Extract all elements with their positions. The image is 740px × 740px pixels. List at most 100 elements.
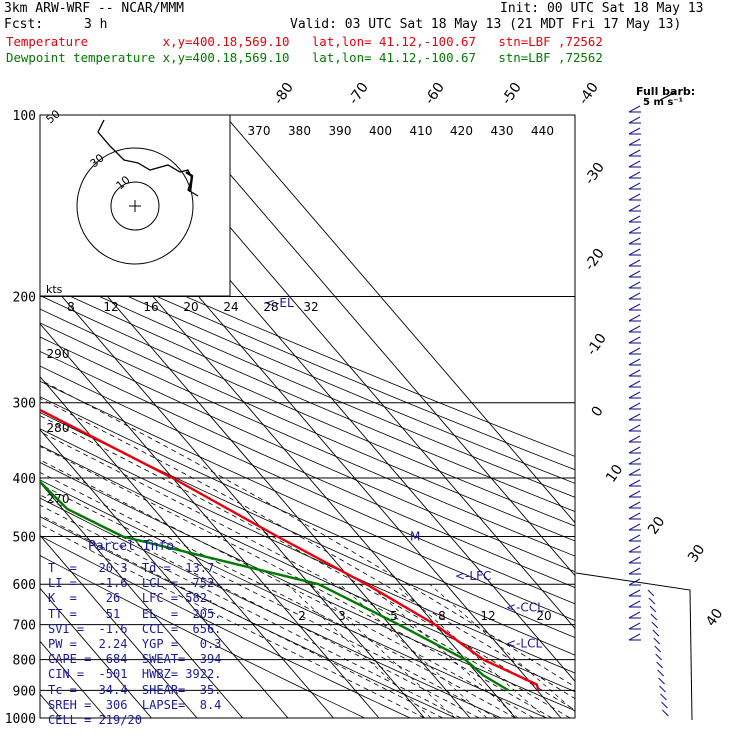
plot-frame xyxy=(39,114,576,719)
wind-barb xyxy=(628,380,641,388)
inset-x-tick-label: 8 xyxy=(67,300,75,314)
wind-barb xyxy=(660,693,667,701)
wind-barb xyxy=(628,160,641,168)
pressure-tick-label: 200 xyxy=(13,291,36,306)
wind-barb xyxy=(628,622,641,630)
wind-barb xyxy=(656,661,664,669)
pressure-tick-label: 600 xyxy=(13,578,36,593)
parcel-info-row: SVI = -1.6 CCL = 656. xyxy=(48,621,222,636)
dry-adiabat-line xyxy=(40,336,575,573)
isotherm-label: -50 xyxy=(499,80,525,108)
parcel-info-row: CELL = 219/20 xyxy=(48,713,142,727)
wind-barb xyxy=(628,116,641,124)
wind-barb xyxy=(628,292,641,300)
parcel-info-row: PW = 2.24 YGP = 0.3 xyxy=(48,637,222,651)
inset-x-tick-label: 16 xyxy=(143,300,158,314)
dry-adiabat-line xyxy=(40,479,547,719)
wind-barb xyxy=(658,677,665,685)
isotherm-label: -60 xyxy=(422,80,448,108)
wind-barb xyxy=(655,653,663,661)
mixing-ratio-label: 5 xyxy=(390,609,398,623)
hodograph-scale-label: kts xyxy=(46,283,63,296)
barb-legend-mark xyxy=(659,91,677,101)
wind-barb xyxy=(628,259,641,267)
dry-adiabat-line xyxy=(40,428,575,674)
barb-legend-unit: 5 m s⁻¹ xyxy=(643,97,683,108)
wind-barb xyxy=(628,545,641,553)
wind-barb xyxy=(628,204,641,212)
wind-barb xyxy=(628,479,641,487)
level-label: <-EL xyxy=(265,296,294,310)
inset-x-tick-label: 12 xyxy=(103,300,118,314)
theta-e-label: 400 xyxy=(369,124,392,138)
mixing-ratio-label: 8 xyxy=(438,609,446,623)
parcel-info-row: LI = -1.6 LCL = 752. xyxy=(48,576,222,591)
temperature-profile-line xyxy=(40,408,540,691)
dry-adiabat-line xyxy=(40,308,575,542)
wind-barb xyxy=(649,605,657,613)
wind-barb xyxy=(628,611,641,619)
dry-adiabat-line xyxy=(40,365,575,605)
inset-x-tick-label: 28 xyxy=(263,300,278,314)
isotherm-label: -10 xyxy=(584,331,610,359)
wind-barb xyxy=(628,369,641,377)
wind-barb xyxy=(628,358,641,366)
isotherm-line xyxy=(40,534,198,719)
dewpoint-profile-line xyxy=(40,480,510,692)
parcel-info-row: Tc = 34.4 SHEAR= 35. xyxy=(48,682,222,697)
wind-barb xyxy=(628,303,641,311)
wind-barb xyxy=(628,523,641,531)
theta-e-label: 430 xyxy=(491,124,514,138)
wind-barb xyxy=(648,597,656,605)
dry-adiabat-line xyxy=(40,281,575,512)
isotherm-label: -80 xyxy=(271,80,297,108)
mixing-ratio-line xyxy=(309,583,456,719)
dry-adiabat-line xyxy=(40,412,575,656)
wind-barb xyxy=(628,193,641,201)
mixing-ratio-line xyxy=(368,583,519,719)
wind-barb xyxy=(628,512,641,520)
wind-barb xyxy=(653,637,661,645)
wind-barb xyxy=(628,281,641,289)
wind-barb xyxy=(628,402,641,410)
pressure-tick-label: 500 xyxy=(13,530,36,545)
wind-barb xyxy=(628,424,641,432)
valid-time: Valid: 03 UTC Sat 18 May 13 (21 MDT Fri … xyxy=(290,17,682,32)
theta-e-label: 410 xyxy=(410,124,433,138)
theta-e-label: 380 xyxy=(288,124,311,138)
parcel-info-row: K = 26 LFC = 582. xyxy=(48,591,215,606)
dry-adiabat-line xyxy=(40,256,575,484)
wind-barb xyxy=(628,182,641,190)
parcel-info-row: CIN = -501 HWBZ= 3922. xyxy=(48,667,222,682)
dry-adiabat-line xyxy=(40,380,575,621)
dry-adiabat-line xyxy=(40,243,575,471)
wind-barb xyxy=(628,589,641,597)
inset-x-tick-label: 20 xyxy=(183,300,198,314)
barb-legend-label: Full barb: xyxy=(636,85,695,98)
level-label: <-LCL xyxy=(506,636,542,650)
moist-adiabat-line xyxy=(40,445,553,719)
hodograph-trace-low xyxy=(185,171,194,193)
forecast-hour: 3 h xyxy=(84,17,108,32)
isotherm-label: -30 xyxy=(582,160,608,188)
isotherm-label: -20 xyxy=(582,246,608,274)
theta-e-label: 390 xyxy=(329,124,352,138)
theta-label: 290 xyxy=(47,347,70,361)
isotherm-label: 0 xyxy=(589,403,607,419)
isotherm-line xyxy=(224,115,575,524)
isotherm-line xyxy=(40,323,380,719)
dry-adiabat-line xyxy=(40,535,411,719)
wind-barb xyxy=(628,215,641,223)
theta-e-label: 440 xyxy=(531,124,554,138)
inset-x-tick-label: 24 xyxy=(223,300,238,314)
mixing-ratio-label: 2 xyxy=(298,609,306,623)
wind-barb xyxy=(628,567,641,575)
dry-adiabat-line xyxy=(40,295,575,527)
wind-barb xyxy=(628,490,641,498)
theta-e-label: 370 xyxy=(248,124,271,138)
wind-barb xyxy=(628,633,641,641)
hodograph-ring xyxy=(76,147,194,265)
wind-barb xyxy=(662,709,669,717)
parcel-info-row: TT = 51 EL = 205. xyxy=(48,606,222,621)
